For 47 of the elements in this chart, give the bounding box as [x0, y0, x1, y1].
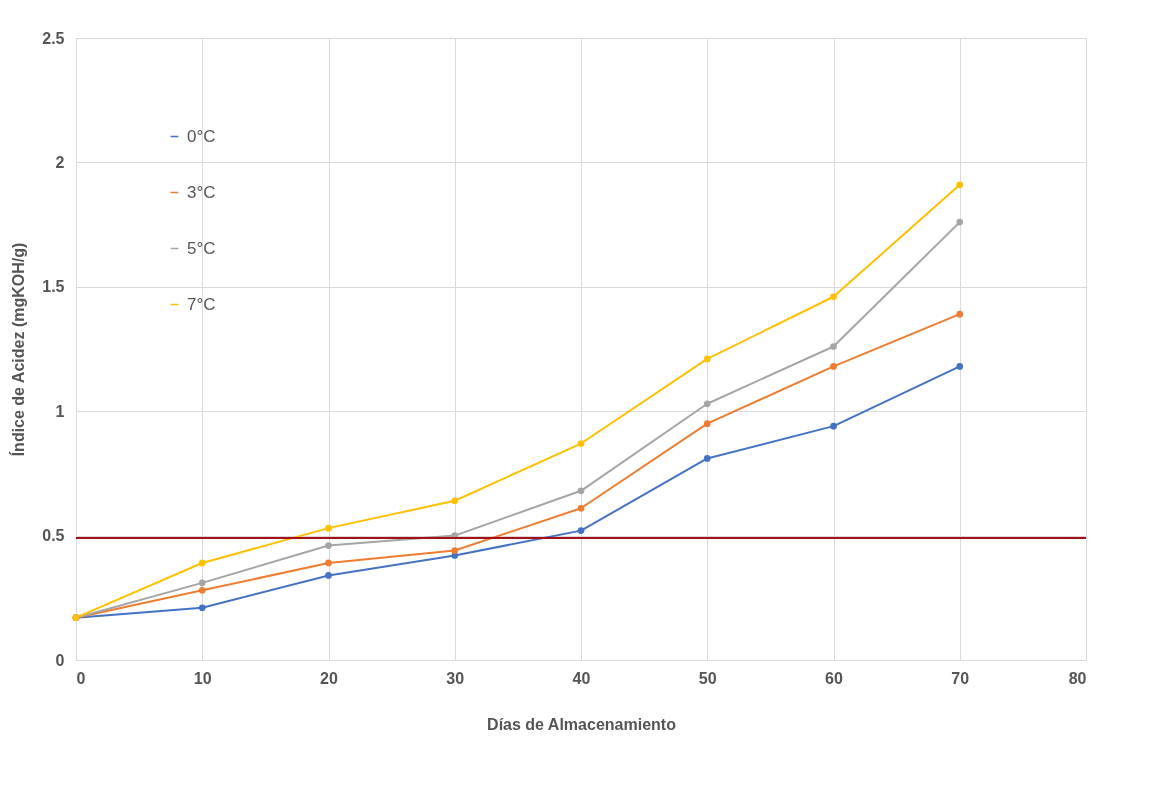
point [325, 572, 332, 579]
x-tick-label: 50 [698, 669, 717, 687]
y-tick-label: 0.5 [42, 527, 65, 545]
x-tick-label: 70 [951, 669, 970, 687]
point [703, 420, 711, 427]
point [703, 455, 711, 462]
point [830, 422, 837, 430]
legend-label: 5°C [187, 238, 216, 258]
point [703, 400, 711, 408]
legend-label: 0°C [187, 126, 216, 146]
point [451, 497, 459, 505]
point [956, 218, 964, 226]
y-tick-label: 2.5 [42, 29, 65, 47]
point [956, 310, 964, 318]
point [577, 440, 585, 447]
point [325, 524, 332, 532]
y-axis-title: Índice de Acidez (mgKOH/g) [9, 242, 28, 457]
point [198, 559, 206, 567]
point [830, 343, 837, 350]
point [198, 604, 206, 612]
point [956, 363, 964, 370]
point [325, 559, 332, 567]
point [830, 363, 837, 370]
point [956, 181, 964, 189]
point [577, 504, 585, 512]
x-tick-label: 20 [320, 669, 338, 687]
point [577, 487, 585, 495]
legend-label: 3°C [187, 182, 216, 202]
x-tick-label: 0 [76, 669, 86, 687]
point [325, 542, 332, 549]
y-tick-label: 1 [55, 402, 65, 420]
x-tick-label: 80 [1068, 669, 1087, 687]
point [577, 527, 585, 534]
point [830, 293, 837, 301]
point [451, 547, 459, 554]
y-tick-label: 0 [55, 651, 65, 669]
y-tick-label: 1.5 [42, 278, 65, 296]
x-axis-title: Días de Almacenamiento [487, 715, 677, 733]
point [198, 579, 206, 587]
x-tick-label: 30 [446, 669, 465, 687]
x-tick-label: 40 [572, 669, 591, 687]
point [198, 586, 206, 594]
x-tick-label: 60 [825, 669, 843, 687]
y-tick-label: 2 [55, 153, 65, 171]
x-tick-label: 10 [193, 669, 212, 687]
point [703, 355, 711, 363]
legend-label: 7°C [187, 294, 216, 314]
